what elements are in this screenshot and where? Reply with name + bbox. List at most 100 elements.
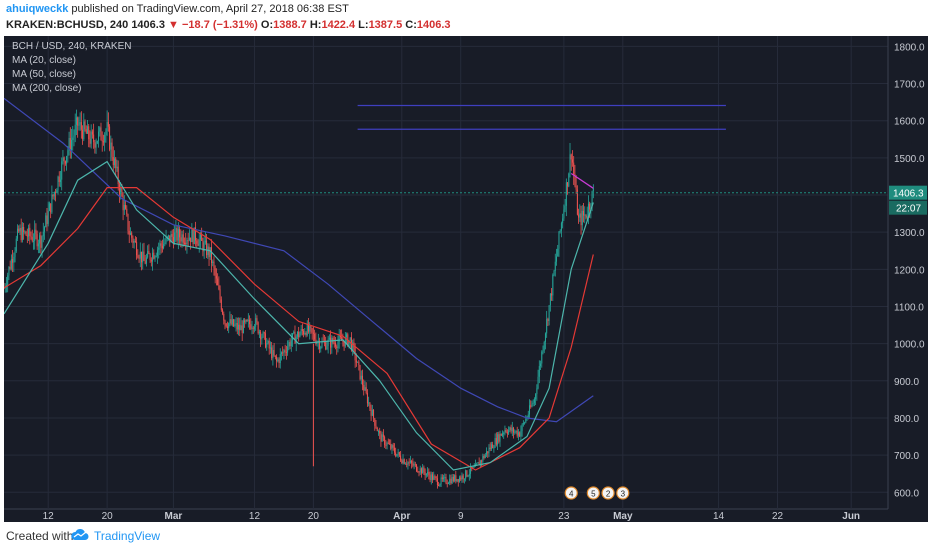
tradingview-brand[interactable]: TradingView — [94, 529, 161, 543]
candle-body — [325, 341, 327, 350]
candle-body — [486, 451, 488, 455]
candle-body — [343, 341, 345, 347]
candle-body — [562, 218, 564, 224]
candle-body — [573, 162, 575, 175]
candle-body — [327, 339, 329, 347]
candle-body — [310, 325, 312, 329]
candle-body — [298, 331, 300, 338]
y-tick-label: 1500.0 — [894, 154, 925, 165]
candle-body — [244, 320, 246, 323]
candle-body — [510, 427, 512, 432]
x-tick-label: 23 — [558, 511, 570, 522]
candle-body — [451, 476, 453, 484]
candle-body — [511, 427, 513, 432]
candle-body — [530, 405, 532, 407]
candle-body — [236, 323, 238, 330]
candle-body — [225, 323, 227, 327]
candle-body — [416, 464, 418, 472]
candle-body — [381, 434, 383, 442]
candle-body — [430, 474, 432, 481]
price-tag-value: 1406.3 — [893, 189, 924, 200]
candle-body — [44, 227, 46, 232]
candle-body — [359, 365, 361, 380]
candle-body — [362, 375, 364, 386]
candle-body — [533, 399, 535, 403]
candle-body — [290, 340, 292, 347]
candle-body — [79, 122, 81, 125]
candle-body — [466, 470, 468, 477]
candle-body — [548, 305, 550, 321]
candle-body — [71, 139, 73, 151]
candle-body — [41, 236, 43, 248]
candle-body — [68, 138, 70, 151]
chart-area[interactable]: 1800.01700.01600.01500.01400.01300.01200… — [4, 36, 928, 522]
candle-body — [99, 127, 101, 132]
candle-body — [576, 189, 578, 215]
candle-body — [269, 347, 271, 349]
candle-body — [148, 251, 150, 255]
y-tick-label: 1000.0 — [894, 340, 925, 351]
candle-body — [50, 203, 52, 213]
candle-body — [498, 434, 500, 442]
candle-body — [301, 328, 303, 331]
candle-body — [14, 251, 16, 257]
candle-body — [287, 346, 289, 353]
candle-body — [252, 327, 254, 329]
price-chart[interactable]: 1800.01700.01600.01500.01400.01300.01200… — [4, 36, 928, 522]
legend-ma200[interactable]: MA (200, close) — [12, 83, 82, 94]
candle-body — [265, 333, 267, 348]
candle-body — [141, 251, 143, 263]
candle-body — [488, 447, 490, 454]
candle-body — [384, 436, 386, 445]
candle-body — [320, 346, 322, 349]
candle-body — [208, 246, 210, 257]
countdown-value: 22:07 — [896, 204, 921, 215]
candle-body — [31, 237, 33, 242]
candle-body — [93, 134, 95, 142]
candle-body — [591, 191, 593, 208]
candle-body — [59, 179, 61, 182]
candle-body — [524, 422, 526, 424]
candle-body — [267, 340, 269, 344]
candle-body — [77, 117, 79, 126]
candle-body — [380, 433, 382, 442]
candle-body — [306, 323, 308, 336]
candle-body — [481, 460, 483, 462]
candle-body — [505, 429, 507, 433]
candle-body — [578, 214, 580, 218]
candle-body — [425, 473, 427, 476]
open-value: 1388.7 — [273, 19, 307, 31]
candle-body — [520, 430, 522, 437]
candle-body — [294, 331, 296, 344]
candle-body — [199, 234, 201, 240]
candle-body — [230, 319, 232, 325]
candle-body — [8, 266, 10, 276]
event-marker-icon — [586, 486, 600, 500]
created-with-text: Created with — [6, 529, 74, 543]
candle-body — [139, 251, 141, 259]
candle-body — [218, 285, 220, 290]
candle-body — [544, 333, 546, 342]
candle-body — [117, 166, 119, 185]
candle-body — [330, 337, 332, 348]
candle-body — [342, 340, 344, 342]
author-link[interactable]: ahuiqweckk — [6, 3, 69, 15]
candle-body — [105, 131, 107, 136]
candle-body — [30, 235, 32, 238]
high-label: H: — [309, 19, 322, 31]
candle-body — [348, 339, 350, 346]
legend-ma20[interactable]: MA (20, close) — [12, 55, 76, 66]
candle-body — [165, 236, 167, 243]
y-tick-label: 1200.0 — [894, 265, 925, 276]
price-tag — [889, 185, 927, 200]
candle-body — [247, 319, 249, 321]
candle-body — [143, 251, 145, 261]
candle-body — [154, 256, 156, 259]
candle-body — [552, 274, 554, 296]
candle-body — [494, 438, 496, 448]
candle-body — [122, 196, 124, 211]
legend-ma50[interactable]: MA (50, close) — [12, 69, 76, 80]
candle-body — [164, 242, 166, 244]
candle-body — [90, 131, 92, 144]
candle-body — [98, 131, 100, 141]
